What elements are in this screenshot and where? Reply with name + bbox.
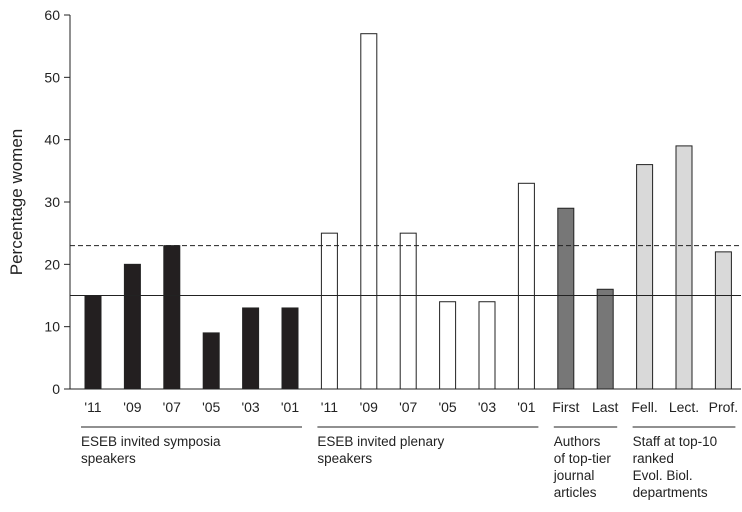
x-tick-label: '05 [202,399,220,415]
x-tick-label: '01 [281,399,299,415]
y-tick-label: 20 [44,256,60,272]
y-tick-label: 40 [44,132,60,148]
bar [439,301,457,390]
y-tick-label: 60 [44,7,60,23]
bar [123,263,141,390]
bar [596,288,614,390]
x-tick-label: '03 [241,399,259,415]
bar [557,207,575,390]
bar [675,145,693,390]
x-tick-label: '09 [360,399,378,415]
bar [399,232,417,390]
group-label-line: Staff at top-10 [633,434,718,449]
group-label: ESEB invited symposia speakers [81,434,221,466]
x-tick-label: '01 [517,399,535,415]
bar [320,232,338,390]
group-label-line: of top-tier [554,451,612,466]
group-label: Staff at top-10 ranked Evol. Biol. departme… [633,434,718,500]
bar [360,33,378,390]
bars [84,33,732,390]
reference-lines [70,245,741,296]
bar [281,307,299,390]
group-label: ESEB invited plenary speakers [317,434,444,466]
group-label: Authors of top-tier journal articles [553,434,612,500]
x-tick-label: '07 [163,399,181,415]
y-tick-label: 10 [44,319,60,335]
x-tick-label: '11 [84,399,101,415]
x-tick-label: Lect. [669,399,699,415]
y-tick-label: 0 [52,381,60,397]
bar [163,245,181,390]
bar [84,295,102,390]
x-tick-label: '09 [123,399,141,415]
bar [478,301,496,390]
y-tick-label: 50 [44,69,60,85]
x-tick-label: '05 [438,399,456,415]
bar [636,164,654,390]
group-label-line: speakers [81,451,136,466]
bar [517,182,535,390]
x-tick-label: Last [592,399,619,415]
x-axis: '11 '09 '07 '05 '03 '01 '11 '09 '07 '05 '03 '01 Firs… [70,388,741,415]
x-tick-label: '11 [321,399,338,415]
bar [242,307,260,390]
group-label-line: Authors [554,434,601,449]
y-axis-label: Percentage women [7,129,26,275]
x-tick-label: '07 [399,399,417,415]
group-label-line: ESEB invited plenary [317,434,444,449]
group-label-line: journal [553,468,595,483]
x-tick-label: First [552,399,579,415]
group-label-line: articles [554,485,597,500]
group-label-line: Evol. Biol. [633,468,693,483]
x-tick-label: Fell. [631,399,657,415]
bar [714,251,732,390]
group-label-line: departments [633,485,708,500]
group-label-line: ranked [633,451,674,466]
group-label-line: speakers [317,451,372,466]
bar [202,332,220,390]
x-tick-label: Prof. [709,399,739,415]
group-label-line: ESEB invited symposia [81,434,221,449]
y-tick-label: 30 [44,194,60,210]
x-tick-label: '03 [478,399,496,415]
y-axis: 0 10 20 30 40 50 60 [44,7,71,397]
